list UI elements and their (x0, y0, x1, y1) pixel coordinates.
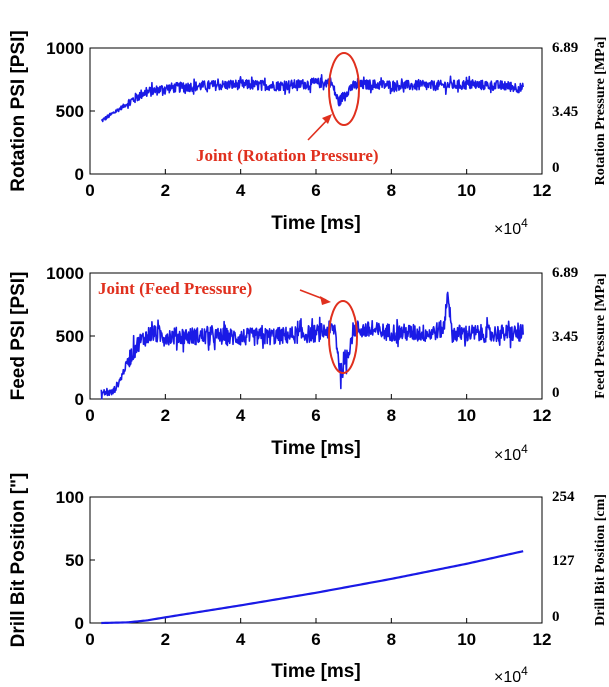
x-tick-label: 6 (311, 630, 320, 649)
x-tick-label: 4 (236, 406, 246, 425)
right-y-axis-label: Feed Pressure [MPa] (593, 273, 608, 398)
right-y-ticks: 0 3.45 6.89 (552, 40, 578, 176)
y-tick-label: 0 (75, 614, 84, 633)
y-ticks: 0 50 100 (56, 488, 95, 633)
right-y-axis-label: Drill Bit Position [cm] (593, 494, 608, 626)
right-y-ticks: 0 127 254 (552, 489, 575, 625)
x-tick-label: 4 (236, 630, 246, 649)
right-y-ticks: 0 3.45 6.89 (552, 265, 578, 401)
y-tick-label: 0 (75, 165, 84, 184)
y-tick-label: 1000 (46, 39, 84, 58)
panel-feed: 0 2 4 6 8 10 12 0 500 1000 0 3.45 6.89 Feed PSI [P… (8, 264, 608, 464)
x-tick-label: 4 (236, 181, 246, 200)
x-multiplier-exp: 4 (521, 664, 528, 678)
x-tick-label: 10 (457, 630, 476, 649)
x-tick-label: 10 (457, 406, 476, 425)
annotation-arrowhead (320, 296, 331, 305)
right-y-tick-label: 127 (552, 553, 575, 569)
x-ticks: 0 2 4 6 8 10 12 (85, 618, 551, 649)
series-line (100, 291, 524, 400)
x-tick-label: 0 (85, 630, 94, 649)
y-tick-label: 50 (65, 551, 84, 570)
joint-ellipse (328, 300, 358, 374)
right-y-tick-label: 3.45 (552, 329, 578, 345)
x-axis-label: Time [ms] (271, 438, 360, 459)
right-y-tick-label: 0 (552, 609, 560, 625)
x-tick-label: 2 (161, 181, 170, 200)
annotation-arrowhead (322, 114, 332, 124)
y-tick-label: 1000 (46, 264, 84, 283)
right-y-tick-label: 6.89 (552, 265, 578, 281)
y-tick-label: 0 (75, 390, 84, 409)
x-tick-label: 6 (311, 406, 320, 425)
x-tick-label: 10 (457, 181, 476, 200)
annotation-text: Joint (Feed Pressure) (98, 279, 252, 298)
joint-ellipse (328, 52, 360, 126)
y-axis-label: Feed PSI [PSI] (8, 272, 29, 401)
series-line (100, 74, 524, 123)
x-tick-label: 2 (161, 630, 170, 649)
right-y-axis-label: Rotation Pressure [MPa] (593, 37, 608, 186)
x-tick-label: 6 (311, 181, 320, 200)
y-tick-label: 500 (56, 102, 84, 121)
series-lines (101, 550, 524, 625)
x-tick-label: 12 (533, 181, 552, 200)
x-tick-label: 8 (387, 406, 396, 425)
x-multiplier-base: ×10 (494, 221, 521, 238)
y-ticks: 0 500 1000 (46, 264, 95, 409)
series-lines (100, 291, 524, 400)
annotation-text: Joint (Rotation Pressure) (196, 146, 379, 165)
right-y-tick-label: 3.45 (552, 104, 578, 120)
x-tick-label: 0 (85, 181, 94, 200)
y-axis-label: Rotation PSI [PSI] (8, 30, 29, 192)
plot-area (89, 47, 543, 175)
y-ticks: 0 500 1000 (46, 39, 95, 184)
right-y-tick-label: 6.89 (552, 40, 578, 56)
series-line (101, 550, 524, 625)
x-axis-label: Time [ms] (271, 213, 360, 234)
x-tick-label: 12 (533, 630, 552, 649)
x-multiplier-base: ×10 (494, 447, 521, 464)
y-axis-label: Drill Bit Position ["] (8, 473, 29, 648)
x-multiplier: ×104 (494, 216, 528, 238)
right-y-tick-label: 254 (552, 489, 575, 505)
panel-rotation: 0 2 4 6 8 10 12 0 500 1000 0 3.45 6.89 Rotation PS… (8, 30, 608, 238)
series-lines (100, 74, 524, 123)
x-multiplier-exp: 4 (521, 216, 528, 230)
x-tick-label: 12 (533, 406, 552, 425)
x-tick-label: 2 (161, 406, 170, 425)
x-ticks: 0 2 4 6 8 10 12 (85, 169, 551, 200)
x-tick-label: 8 (387, 630, 396, 649)
x-ticks: 0 2 4 6 8 10 12 (85, 394, 551, 425)
right-y-tick-label: 0 (552, 385, 560, 401)
right-y-tick-label: 0 (552, 160, 560, 176)
x-multiplier-exp: 4 (521, 442, 528, 456)
x-axis-label: Time [ms] (271, 661, 360, 682)
y-tick-label: 500 (56, 327, 84, 346)
x-tick-label: 8 (387, 181, 396, 200)
x-multiplier: ×104 (494, 664, 528, 686)
y-tick-label: 100 (56, 488, 84, 507)
x-multiplier-base: ×10 (494, 669, 521, 686)
panel-drill-bit: 0 2 4 6 8 10 12 0 50 100 0 127 254 Drill Bit Posit… (8, 473, 608, 686)
x-multiplier: ×104 (494, 442, 528, 464)
plot-area (89, 496, 543, 624)
x-tick-label: 0 (85, 406, 94, 425)
